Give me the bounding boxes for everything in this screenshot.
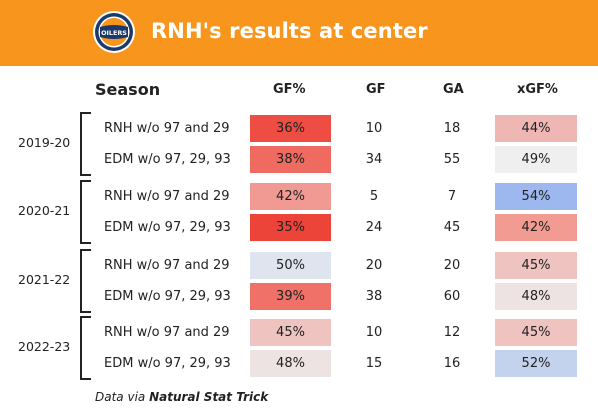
- xgf-pct-cell: 44%: [495, 115, 577, 142]
- gf-pct-cell: 42%: [250, 183, 331, 210]
- gf-pct-cell: 50%: [250, 252, 331, 279]
- page-title: RNH's results at center: [151, 19, 428, 43]
- season-label: 2020-21: [18, 203, 71, 218]
- gf-pct-cell: 48%: [250, 350, 331, 377]
- xgf-pct-cell: 49%: [495, 146, 577, 173]
- season-label: 2019-20: [18, 135, 71, 150]
- gf-cell: 24: [365, 220, 383, 235]
- gf-cell: 10: [365, 325, 383, 340]
- season-label: 2021-22: [18, 272, 71, 287]
- ga-cell: 12: [443, 325, 461, 340]
- logo-text: OILERS: [101, 29, 127, 37]
- ga-cell: 45: [443, 220, 461, 235]
- gf-cell: 38: [365, 289, 383, 304]
- gf-pct-cell: 45%: [250, 319, 331, 346]
- gf-pct-cell: 35%: [250, 214, 331, 241]
- ga-cell: 20: [443, 258, 461, 273]
- gf-pct-cell: 36%: [250, 115, 331, 142]
- oilers-logo-icon: OILERS: [93, 11, 135, 53]
- row-label: EDM w/o 97, 29, 93: [104, 220, 231, 235]
- xgf-pct-cell: 45%: [495, 319, 577, 346]
- row-label: RNH w/o 97 and 29: [104, 325, 230, 340]
- row-label: RNH w/o 97 and 29: [104, 258, 230, 273]
- season-label: 2022-23: [18, 339, 71, 354]
- season-bracket: [80, 316, 91, 380]
- xgf-pct-column-header: xGF%: [517, 82, 558, 97]
- row-label: EDM w/o 97, 29, 93: [104, 356, 231, 371]
- source-name: Natural Stat Trick: [149, 390, 269, 404]
- row-label: EDM w/o 97, 29, 93: [104, 152, 231, 167]
- season-column-header: Season: [95, 80, 161, 99]
- xgf-pct-cell: 45%: [495, 252, 577, 279]
- source-prefix: Data via: [95, 390, 150, 404]
- gf-pct-cell: 38%: [250, 146, 331, 173]
- xgf-pct-cell: 42%: [495, 214, 577, 241]
- ga-column-header: GA: [443, 82, 464, 97]
- season-bracket: [80, 112, 91, 176]
- gf-cell: 34: [365, 152, 383, 167]
- xgf-pct-cell: 52%: [495, 350, 577, 377]
- ga-cell: 7: [447, 189, 457, 204]
- season-bracket: [80, 249, 91, 313]
- ga-cell: 16: [443, 356, 461, 371]
- gf-cell: 10: [365, 121, 383, 136]
- xgf-pct-cell: 48%: [495, 283, 577, 310]
- ga-cell: 60: [443, 289, 461, 304]
- row-label: RNH w/o 97 and 29: [104, 189, 230, 204]
- gf-cell: 5: [369, 189, 379, 204]
- ga-cell: 18: [443, 121, 461, 136]
- xgf-pct-cell: 54%: [495, 183, 577, 210]
- header-banner: OILERS RNH's results at center: [0, 0, 598, 66]
- row-label: RNH w/o 97 and 29: [104, 121, 230, 136]
- gf-cell: 15: [365, 356, 383, 371]
- row-label: EDM w/o 97, 29, 93: [104, 289, 231, 304]
- gf-pct-cell: 39%: [250, 283, 331, 310]
- gf-column-header: GF: [366, 82, 386, 97]
- season-bracket: [80, 180, 91, 244]
- data-source-note: Data via Natural Stat Trick: [95, 390, 268, 404]
- gf-cell: 20: [365, 258, 383, 273]
- gf-pct-column-header: GF%: [273, 82, 306, 97]
- ga-cell: 55: [443, 152, 461, 167]
